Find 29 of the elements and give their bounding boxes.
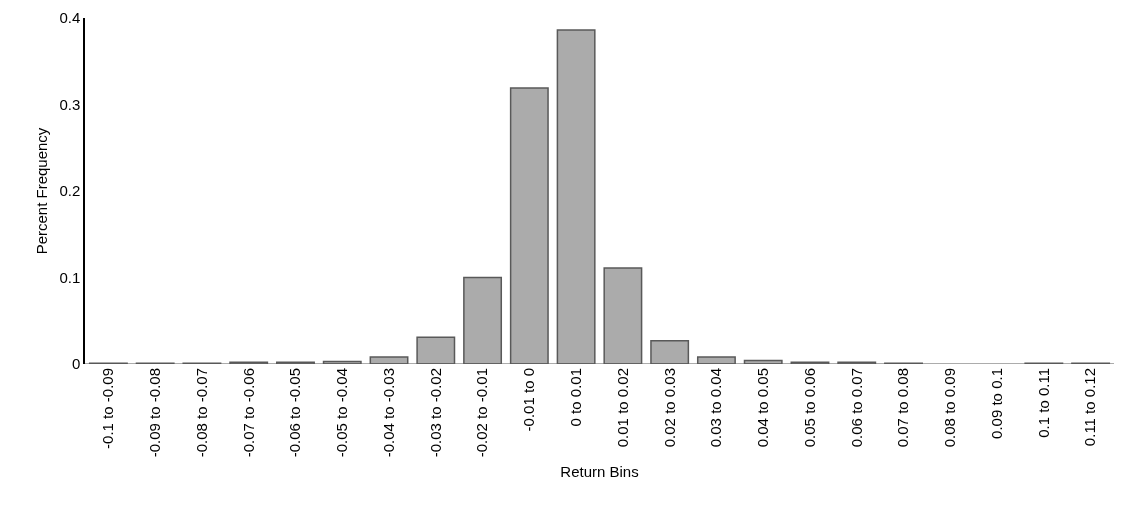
x-tick-label: -0.06 to -0.05 (286, 368, 304, 458)
x-tick-label: 0.08 to 0.09 (941, 368, 959, 448)
x-tick-label: -0.04 to -0.03 (379, 368, 397, 458)
y-tick-label: 0.1 (59, 268, 81, 286)
x-tick-label: 0.05 to 0.06 (800, 368, 818, 448)
x-tick-label: 0.1 to 0.11 (1034, 368, 1052, 438)
x-tick-label: 0.06 to 0.07 (847, 368, 865, 448)
x-tick-label: -0.02 to -0.01 (473, 368, 491, 458)
x-tick-label: -0.09 to -0.08 (146, 368, 164, 458)
x-tick-label: -0.01 to 0 (520, 368, 538, 432)
x-axis-title: Return Bins (560, 463, 639, 481)
x-tick-label: -0.03 to -0.02 (426, 368, 444, 458)
y-axis-title: Percent Frequency (33, 127, 51, 255)
x-tick-label: -0.1 to -0.09 (99, 368, 117, 449)
x-tick-label: -0.05 to -0.04 (333, 368, 351, 458)
x-tick-label: -0.07 to -0.06 (239, 368, 257, 458)
y-tick-label: 0.3 (59, 95, 81, 113)
x-tick-label: -0.08 to -0.07 (192, 368, 210, 458)
x-tick-label: 0.11 to 0.12 (1081, 368, 1099, 447)
y-tick-label: 0 (71, 355, 81, 373)
x-tick-label: 0.04 to 0.05 (754, 368, 772, 448)
x-tick-label: 0 to 0.01 (566, 368, 584, 427)
x-tick-label: 0.01 to 0.02 (613, 368, 631, 448)
x-tick-label: 0.09 to 0.1 (987, 368, 1005, 439)
x-tick-label: 0.02 to 0.03 (660, 368, 678, 448)
y-tick-label: 0.4 (59, 9, 81, 27)
y-tick-label: 0.2 (59, 182, 81, 200)
x-tick-label: 0.03 to 0.04 (707, 368, 725, 448)
x-tick-label: 0.07 to 0.08 (894, 368, 912, 448)
